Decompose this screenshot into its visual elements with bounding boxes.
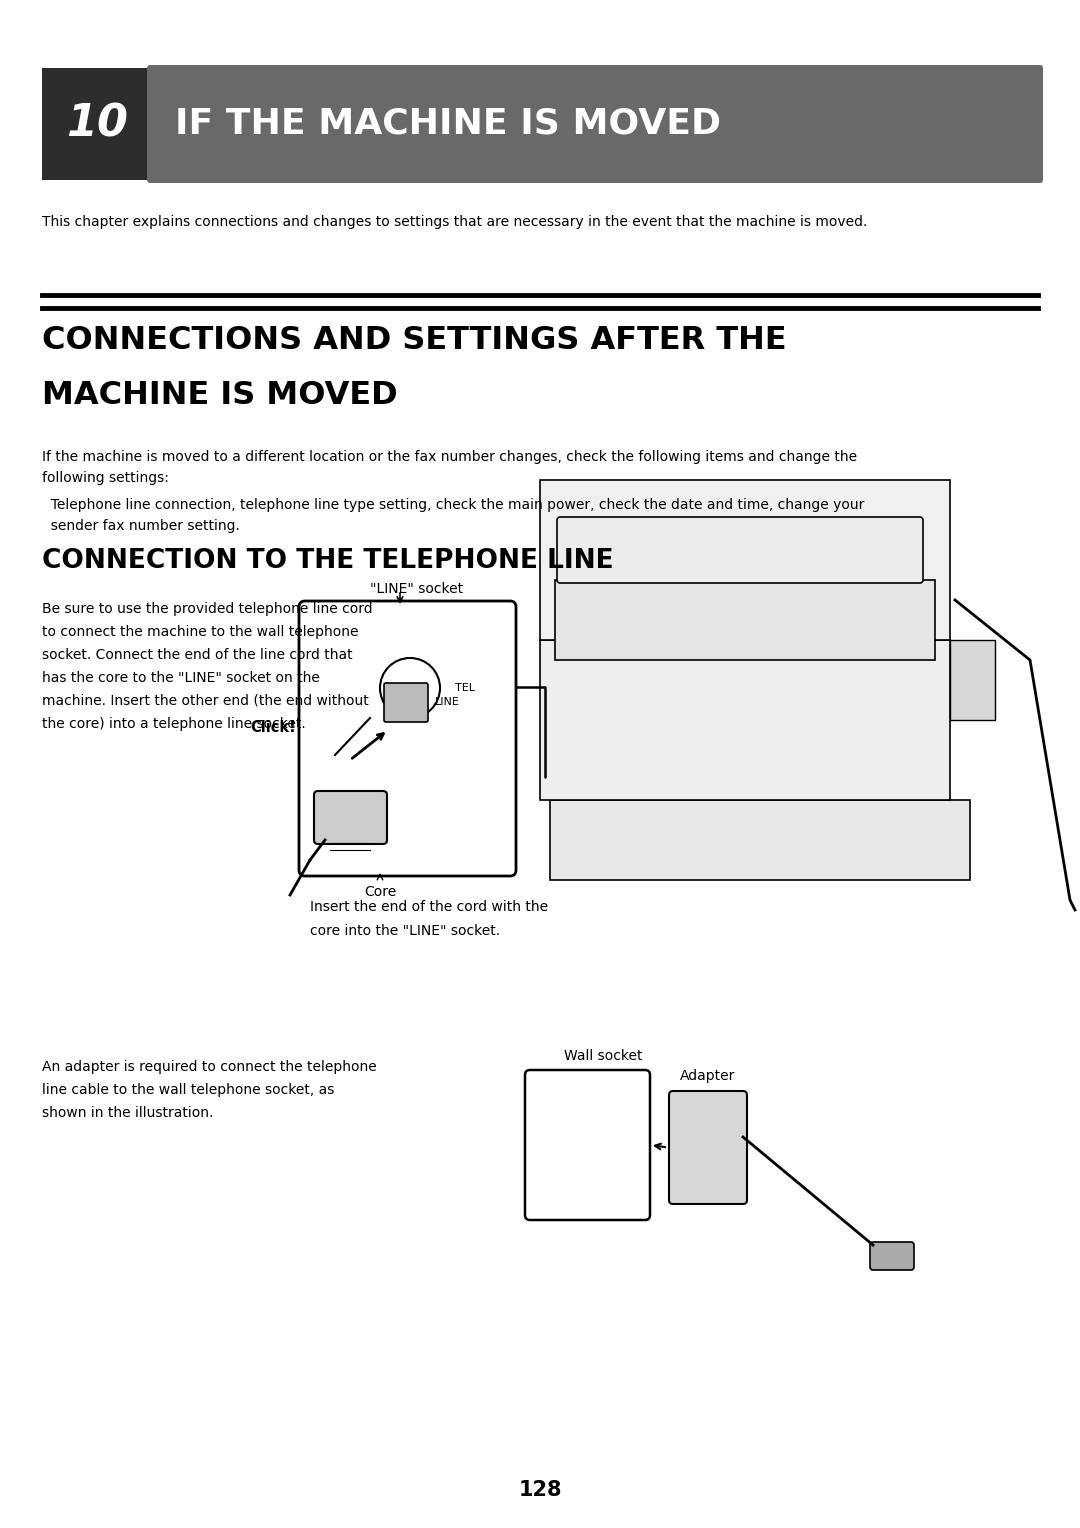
Bar — [42, 69, 152, 180]
Text: CONNECTION TO THE TELEPHONE LINE: CONNECTION TO THE TELEPHONE LINE — [42, 549, 613, 575]
Text: This chapter explains connections and changes to settings that are necessary in : This chapter explains connections and ch… — [42, 215, 867, 229]
FancyBboxPatch shape — [669, 1091, 747, 1204]
Text: machine. Insert the other end (the end without: machine. Insert the other end (the end w… — [42, 694, 368, 707]
FancyBboxPatch shape — [557, 516, 923, 584]
FancyBboxPatch shape — [525, 1070, 650, 1219]
Text: to connect the machine to the wall telephone: to connect the machine to the wall telep… — [42, 625, 359, 639]
Text: Core: Core — [364, 885, 396, 898]
Text: socket. Connect the end of the line cord that: socket. Connect the end of the line cord… — [42, 648, 353, 662]
Text: IF THE MACHINE IS MOVED: IF THE MACHINE IS MOVED — [175, 107, 721, 141]
Text: An adapter is required to connect the telephone: An adapter is required to connect the te… — [42, 1060, 377, 1074]
Text: the core) into a telephone line socket.: the core) into a telephone line socket. — [42, 717, 306, 730]
Text: Be sure to use the provided telephone line cord: Be sure to use the provided telephone li… — [42, 602, 373, 616]
FancyBboxPatch shape — [870, 1242, 914, 1270]
Text: Wall socket: Wall socket — [565, 1050, 643, 1063]
Text: Click!: Click! — [251, 721, 296, 735]
Text: Insert the end of the cord with the: Insert the end of the cord with the — [310, 900, 549, 914]
Bar — [550, 801, 970, 880]
Text: 10: 10 — [66, 102, 129, 145]
Text: core into the "LINE" socket.: core into the "LINE" socket. — [310, 924, 500, 938]
Bar — [950, 640, 995, 720]
FancyBboxPatch shape — [384, 683, 428, 723]
FancyBboxPatch shape — [314, 792, 387, 843]
FancyBboxPatch shape — [147, 66, 1043, 183]
Text: If the machine is moved to a different location or the fax number changes, check: If the machine is moved to a different l… — [42, 451, 858, 484]
Text: Adapter: Adapter — [680, 1070, 735, 1083]
FancyBboxPatch shape — [299, 601, 516, 876]
Bar — [540, 480, 950, 640]
Text: MACHINE IS MOVED: MACHINE IS MOVED — [42, 380, 397, 411]
Text: shown in the illustration.: shown in the illustration. — [42, 1106, 214, 1120]
Text: 128: 128 — [518, 1481, 562, 1500]
Text: line cable to the wall telephone socket, as: line cable to the wall telephone socket,… — [42, 1083, 335, 1097]
Text: "LINE" socket: "LINE" socket — [370, 582, 463, 596]
Text: TEL: TEL — [455, 683, 475, 694]
Bar — [540, 640, 950, 801]
Text: Telephone line connection, telephone line type setting, check the main power, ch: Telephone line connection, telephone lin… — [42, 498, 864, 533]
Text: has the core to the "LINE" socket on the: has the core to the "LINE" socket on the — [42, 671, 320, 685]
Text: LINE: LINE — [435, 697, 460, 707]
Text: CONNECTIONS AND SETTINGS AFTER THE: CONNECTIONS AND SETTINGS AFTER THE — [42, 325, 786, 356]
Bar — [555, 581, 935, 660]
